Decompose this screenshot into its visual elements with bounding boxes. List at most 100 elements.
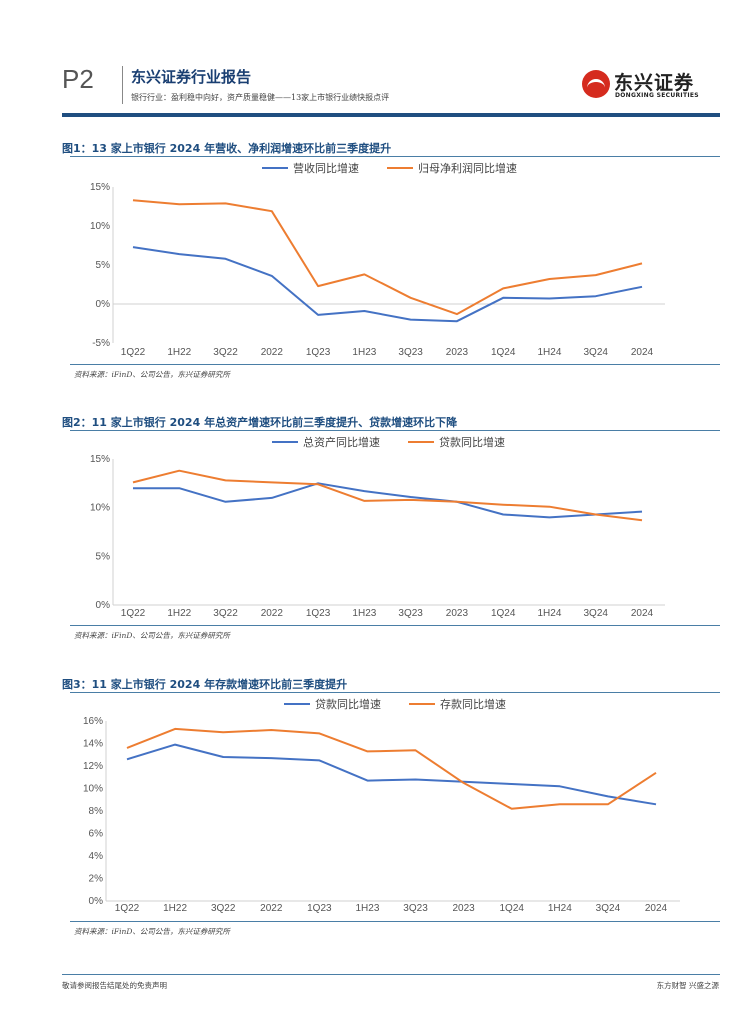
legend-swatch-orange [409,703,435,705]
y-tick-label: 4% [89,851,104,862]
y-tick-label: 10% [90,221,110,232]
figure-2-source: 资料来源：iFinD、公司公告，东兴证券研究所 [74,631,230,640]
x-tick-label: 2023 [446,608,469,619]
logo-text-cn: 东兴证券 [614,72,695,94]
figure-1-title: 图1：13 家上市银行 2024 年营收、净利润增速环比前三季度提升 [62,142,392,155]
x-tick-label: 1Q22 [121,347,146,358]
report-title: 东兴证券行业报告 [131,68,252,86]
legend-item: 贷款同比增速 [284,696,381,712]
y-tick-label: 0% [89,896,104,907]
x-tick-label: 3Q22 [213,347,238,358]
legend-item: 归母净利润同比增速 [387,160,517,176]
header-divider [122,66,123,104]
y-tick-label: -5% [92,338,110,349]
y-tick-label: 10% [83,784,103,795]
x-tick-label: 1H24 [548,903,572,914]
y-tick-label: 15% [90,454,110,465]
figure-2-legend: 总资产同比增速 贷款同比增速 [272,434,505,450]
x-tick-label: 1H22 [167,608,191,619]
x-tick-label: 2023 [446,347,469,358]
x-tick-label: 1Q22 [121,608,146,619]
y-tick-label: 14% [83,739,103,750]
x-tick-label: 1Q23 [306,608,331,619]
series-line-orange [126,727,657,810]
x-tick-label: 3Q23 [403,903,428,914]
figure-3-title: 图3：11 家上市银行 2024 年存款增速环比前三季度提升 [62,678,348,691]
y-tick-label: 16% [83,716,103,727]
x-tick-label: 1H24 [538,608,562,619]
figure-2-title: 图2：11 家上市银行 2024 年总资产增速环比前三季度提升、贷款增速环比下降 [62,416,458,429]
x-tick-label: 1H23 [352,608,376,619]
legend-swatch-blue [272,441,298,443]
y-tick-label: 5% [96,551,111,562]
figure-2-rule [70,430,720,431]
figure-1-rule [70,156,720,157]
report-subtitle: 银行行业：盈利稳中向好，资产质量稳健——13家上市银行业绩快报点评 [131,93,390,102]
legend-label: 归母净利润同比增速 [418,162,517,175]
y-tick-label: 8% [89,806,104,817]
figure-1-source-rule [70,364,720,365]
legend-item: 存款同比增速 [409,696,506,712]
footer-slogan: 东方财智 兴盛之源 [656,981,719,990]
x-tick-label: 1Q22 [115,903,140,914]
x-tick-label: 1Q24 [491,608,516,619]
legend-swatch-blue [262,167,288,169]
logo-text-en: DONGXING SECURITIES [615,92,699,99]
x-tick-label: 1H22 [167,347,191,358]
legend-item: 营收同比增速 [262,160,359,176]
footer-rule [62,974,720,975]
series-line-orange [132,469,643,522]
figure-3-rule [70,692,720,693]
legend-label: 贷款同比增速 [315,698,381,711]
x-tick-label: 2024 [631,608,654,619]
figure-3-legend: 贷款同比增速 存款同比增速 [284,696,506,712]
figure-1-legend: 营收同比增速 归母净利润同比增速 [262,160,517,176]
y-tick-label: 2% [89,874,104,885]
legend-swatch-orange [408,441,434,443]
series-line-blue [132,246,643,323]
x-tick-label: 1Q23 [306,347,331,358]
figure-3-source: 资料来源：iFinD、公司公告，东兴证券研究所 [74,927,230,936]
figure-1-source: 资料来源：iFinD、公司公告，东兴证券研究所 [74,370,230,379]
y-tick-label: 0% [96,299,111,310]
x-tick-label: 3Q24 [596,903,621,914]
figure-3-source-rule [70,921,720,922]
x-tick-label: 3Q23 [398,347,423,358]
y-tick-label: 12% [83,761,103,772]
x-tick-label: 2022 [260,903,283,914]
x-tick-label: 2024 [631,347,654,358]
logo-mountain-icon [582,70,610,98]
x-tick-label: 2024 [645,903,668,914]
legend-label: 总资产同比增速 [303,436,380,449]
legend-item: 总资产同比增速 [272,434,380,450]
footer-disclaimer: 敬请参阅报告结尾处的免责声明 [62,981,167,990]
figure-3-chart: 0% 2% 4% 6% 8% 10% 12% 14% 16% 1Q22 1H22 3Q22 2022 1Q… [83,716,680,914]
y-tick-label: 0% [96,600,111,611]
x-tick-label: 1Q23 [307,903,332,914]
x-tick-label: 2022 [261,608,284,619]
y-tick-label: 6% [89,829,104,840]
x-tick-label: 3Q24 [583,347,608,358]
legend-label: 营收同比增速 [293,162,359,175]
y-tick-label: 15% [90,182,110,193]
x-tick-label: 3Q23 [398,608,423,619]
x-tick-label: 1H22 [163,903,187,914]
legend-label: 存款同比增速 [440,698,506,711]
x-tick-label: 3Q22 [213,608,238,619]
page-number: P2 [62,64,94,94]
x-tick-label: 1Q24 [491,347,516,358]
x-tick-label: 3Q24 [583,608,608,619]
series-line-orange [132,199,643,316]
company-logo: 东兴证券 DONGXING SECURITIES [582,68,722,102]
y-tick-label: 10% [90,503,110,514]
legend-label: 贷款同比增速 [439,436,505,449]
header-rule [62,113,720,117]
legend-swatch-blue [284,703,310,705]
x-tick-label: 1Q24 [499,903,524,914]
x-tick-label: 3Q22 [211,903,236,914]
legend-item: 贷款同比增速 [408,434,505,450]
figure-2-source-rule [70,625,720,626]
series-line-blue [133,482,643,519]
x-tick-label: 2022 [261,347,284,358]
x-tick-label: 1H23 [356,903,380,914]
